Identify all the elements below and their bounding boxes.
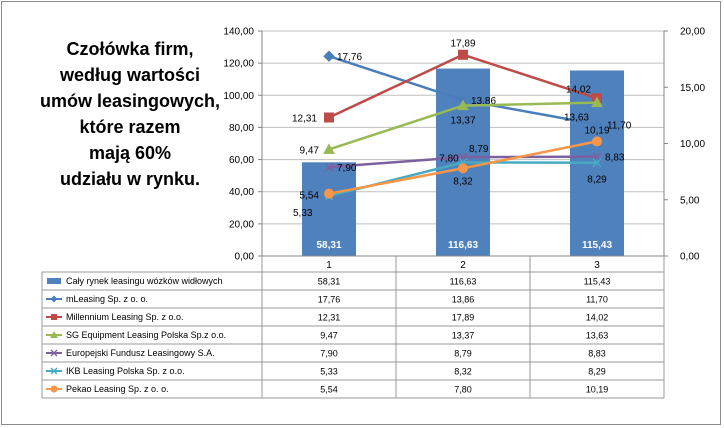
left-tick-label: 100,00 [223,91,254,102]
table-value-cell: 14,02 [586,313,609,323]
series-marker [458,163,468,174]
table-value-cell: 13,37 [452,331,475,341]
legend-key-marker [50,385,58,393]
series-data-label: 8,29 [587,175,607,186]
title-line: umów leasingowych, [40,91,221,111]
right-tick-label: 0,00 [680,252,700,263]
series-marker [324,162,334,172]
right-tick-label: 15,00 [680,83,705,94]
left-tick-label: 80,00 [229,123,254,134]
title-line: Czołówka firm, [66,39,194,59]
series-data-label: 17,89 [450,39,475,50]
series-data-label: 8,32 [453,176,473,187]
left-tick-label: 0,00 [235,252,255,263]
legend-key-marker [50,331,58,338]
right-tick-label: 5,00 [680,195,700,206]
bar-data-label: 116,63 [448,240,478,251]
table-value-cell: 11,70 [586,295,608,305]
legend-series-name: Millennium Leasing Sp. z o.o. [66,312,184,322]
chart-title: Czołówka firm, według wartości umów leas… [40,36,220,192]
table-value-cell: 58,31 [318,277,341,287]
title-line: mają 60% [88,143,172,163]
table-value-cell: 13,86 [452,295,475,305]
legend-key-marker [50,349,58,357]
series-data-label: 9,47 [300,145,320,156]
legend-key [47,278,61,284]
series-data-label: 13,37 [450,116,475,127]
legend-key-marker [50,295,58,303]
table-value-cell: 12,31 [318,313,341,323]
table-value-cell: 8,79 [454,349,472,359]
legend-series-name: Cały rynek leasingu wózków widłowych [66,276,223,286]
left-tick-label: 140,00 [223,27,254,38]
series-data-label: 5,54 [300,191,320,202]
series-data-label: 17,76 [337,52,362,63]
table-value-cell: 17,89 [452,313,475,323]
legend-key-marker [51,314,57,320]
series-marker [591,118,603,131]
table-value-cell: 115,43 [584,277,611,287]
left-tick-label: 60,00 [229,155,254,166]
bar-data-label: 115,43 [582,240,612,251]
table-value-cell: 116,63 [450,277,477,287]
table-value-cell: 5,33 [320,367,338,377]
series-marker [323,50,335,62]
legend-series-name: Europejski Fundusz Leasingowy S.A. [66,348,215,358]
series-data-label: 12,31 [292,114,317,125]
series-marker [592,136,602,147]
legend-series-name: Pekao Leasing Sp. z o. o. [66,384,169,394]
series-data-label: 13,63 [564,113,589,124]
x-tick-label: 2 [460,260,466,271]
series-marker [458,49,468,60]
legend-series-name: IKB Leasing Polska Sp. z o.o. [66,366,185,376]
series-data-label: 7,80 [439,153,459,164]
series-marker [324,188,334,199]
series-marker [591,96,603,108]
legend-key-marker [50,367,58,375]
left-tick-label: 40,00 [229,187,254,198]
table-value-cell: 13,63 [586,331,609,341]
series-data-label: 8,79 [469,144,489,155]
table-value-cell: 8,29 [588,367,606,377]
title-line: które razem [79,117,181,137]
title-line: według wartości [59,65,201,85]
table-value-cell: 8,83 [588,349,606,359]
left-tick-label: 120,00 [223,59,254,70]
legend-series-name: SG Equipment Leasing Polska Sp.z o.o. [66,330,226,340]
series-data-label: 14,02 [566,84,591,95]
series-data-label: 11,70 [607,120,632,131]
series-data-label: 10,19 [584,125,609,136]
series-data-label: 8,83 [605,153,625,164]
table-value-cell: 8,32 [454,367,472,377]
right-tick-label: 20,00 [680,27,705,38]
table-value-cell: 7,80 [454,385,472,395]
bar-data-label: 58,31 [316,240,341,251]
series-data-label: 7,90 [337,163,357,174]
title-line: udziału w rynku. [59,169,201,189]
table-value-cell: 9,47 [320,331,338,341]
series-data-label: 5,33 [293,208,313,219]
x-tick-label: 1 [326,260,332,271]
series-data-label: 13,86 [471,96,496,107]
table-value-cell: 17,76 [318,295,341,305]
series-marker [324,112,334,123]
table-value-cell: 7,90 [320,349,338,359]
table-value-cell: 10,19 [586,385,609,395]
left-tick-label: 20,00 [229,219,254,230]
series-marker [323,143,335,154]
series-marker [457,99,469,111]
right-tick-label: 10,00 [680,139,705,150]
table-value-cell: 5,54 [320,385,338,395]
legend-series-name: mLeasing Sp. z o. o. [66,294,148,304]
x-tick-label: 3 [594,260,600,271]
bar [302,162,356,256]
series-marker [592,158,602,168]
